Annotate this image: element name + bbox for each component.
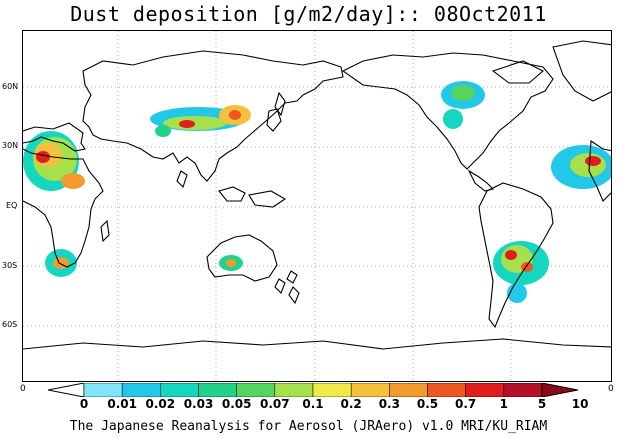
colorbar-swatch: [198, 383, 237, 397]
colorbar-tick-label: 0.2: [340, 397, 362, 411]
dust-field-south-africa: [45, 249, 77, 277]
credit-line: The Japanese Reanalysis for Aerosol (JRA…: [69, 419, 548, 434]
axis-zero-left: 0: [20, 384, 26, 394]
colorbar-tick-label: 0.1: [302, 397, 324, 411]
colorbar-tick-label: 0.02: [145, 397, 176, 411]
lat-label-30s: 30S: [2, 261, 18, 270]
map-title: Dust deposition [g/m2/day]:: 08Oct2011: [70, 2, 547, 26]
colorbar-swatch: [427, 383, 466, 397]
dust-field-atlantic: [551, 145, 611, 189]
lat-label-60n: 60N: [2, 82, 19, 91]
colorbar: [48, 383, 578, 397]
lat-label-eq: EQ: [6, 201, 18, 210]
world-map: [22, 30, 612, 382]
coastlines: [23, 40, 611, 350]
colorbar-tick-label: 0: [79, 397, 89, 411]
colorbar-swatch: [503, 383, 543, 397]
colorbar-tick-label: 0.07: [260, 397, 290, 411]
colorbar-swatch: [121, 383, 161, 397]
colorbar-swatch: [160, 383, 199, 397]
colorbar-arrow-high: [541, 383, 578, 397]
colorbar-tick-label: 1: [499, 397, 509, 411]
colorbar-tick-label: 0.3: [378, 397, 400, 411]
colorbar-swatch: [350, 383, 390, 397]
colorbar-tick-label: 0.01: [107, 397, 137, 411]
colorbar-swatch: [83, 383, 123, 397]
dust-field-north-america: [441, 81, 485, 129]
lat-label-30n: 30N: [2, 141, 19, 150]
dust-field-australia: [219, 255, 243, 271]
colorbar-swatch: [274, 383, 314, 397]
dust-field-sahara: [23, 131, 85, 191]
colorbar-tick-label: 0.5: [416, 397, 439, 411]
lat-label-60s: 60S: [2, 320, 18, 329]
colorbar-swatch: [312, 383, 352, 397]
gridlines: [23, 31, 611, 381]
colorbar-swatch: [389, 383, 428, 397]
colorbar-tick-label: 10: [571, 397, 589, 411]
dust-field-central-asia: [150, 105, 251, 137]
colorbar-tick-label: 5: [537, 397, 547, 411]
colorbar-swatch: [465, 383, 505, 397]
colorbar-tick-label: 0.05: [221, 397, 252, 411]
map-canvas: [23, 31, 611, 381]
colorbar-arrow-low: [48, 383, 85, 397]
dust-field-south-america: [493, 241, 549, 303]
colorbar-swatch: [236, 383, 276, 397]
colorbar-tick-label: 0.03: [183, 397, 214, 411]
colorbar-tick-label: 0.7: [455, 397, 477, 411]
axis-zero-right: 0: [608, 384, 614, 394]
